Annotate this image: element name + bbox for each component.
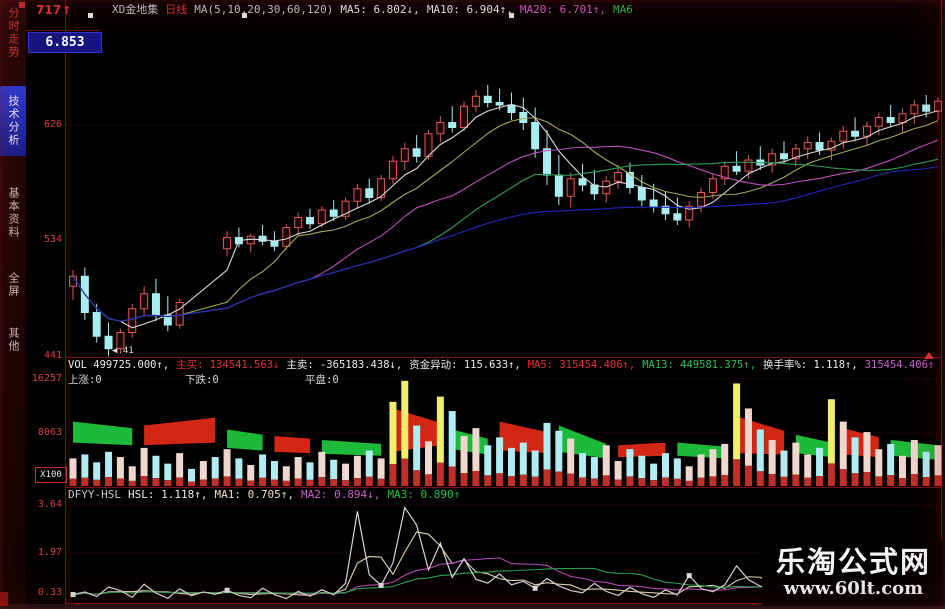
marker-square: [509, 13, 514, 18]
header-segment: 换手率%: 1.118↑,: [762, 359, 858, 371]
sidebar-item-4[interactable]: 其他: [7, 327, 20, 353]
up-arrow-icon: ↑: [62, 4, 72, 17]
header-segment: 315454: [941, 359, 942, 371]
header-segment: MA13: 449581.375↑,: [642, 359, 756, 371]
unchanged-count: 平盘:0: [305, 374, 339, 386]
axis-label: 16257: [31, 373, 62, 385]
header-segment: 主卖: -365183.438↓,: [286, 359, 403, 371]
sidebar-tab-rail: 分时走势技术分析基本资料全屏其他: [0, 0, 26, 609]
watermark: 乐淘公式网 www.60lt.com: [762, 540, 945, 606]
bottom-scroll-strip[interactable]: [0, 604, 945, 609]
watermark-title: 乐淘公式网: [775, 545, 931, 580]
lowest-price-marker: ◀ 41: [112, 346, 134, 356]
axis-label: 534: [43, 234, 62, 245]
header-segment: MA3: 0.890↑: [387, 488, 461, 501]
price-axis-max-label: 717↑: [36, 3, 72, 17]
header-segment: MA5: 315454.406↑,: [527, 359, 636, 371]
main-chart-header: XD金地集 日线 MA(5,10,20,30,60,120) MA5: 6.802↓,…: [112, 1, 942, 17]
alert-triangle-icon: [924, 352, 934, 359]
advancers-count: 上涨:0: [68, 374, 102, 386]
header-segment: MA5: 6.802↓,: [340, 3, 420, 16]
header-segment: MA(5,10,20,30,60,120): [194, 3, 334, 16]
watermark-url: www.60lt.com: [783, 577, 924, 599]
marker-square: [242, 13, 247, 18]
sidebar-item-3[interactable]: 全屏: [7, 272, 20, 298]
divider-line: [0, 30, 100, 31]
marker-square: [88, 13, 93, 18]
header-segment: MA20: 6.701↑,: [519, 3, 606, 16]
axis-label: 626: [43, 119, 62, 130]
header-segment: DFYY-HSL: [68, 488, 121, 501]
header-segment: 315454.406↑: [864, 359, 935, 371]
axis-label: 3.64: [37, 499, 62, 510]
header-segment: 主买: 134541.563↓: [176, 359, 280, 371]
volume-unit-badge: X100: [35, 467, 67, 483]
header-segment: HSL: 1.118↑,: [127, 488, 208, 501]
dfyy-indicator-header: DFYY-HSL HSL: 1.118↑, MA1: 0.705↑, MA2: 0.8…: [68, 488, 942, 501]
sidebar-item-2[interactable]: 基本资料: [7, 187, 20, 239]
sidebar-item-0[interactable]: 分时走势: [7, 7, 20, 59]
volume-header: VOL 499725.000↑, 主买: 134541.563↓ 主卖: -3651…: [68, 357, 942, 372]
axis-label: 0.33: [37, 587, 62, 598]
header-segment: 日线: [165, 3, 188, 16]
sidebar-item-1[interactable]: 技术分析: [0, 86, 26, 156]
header-segment: MA10: 6.904↑,: [426, 3, 513, 16]
decliners-count: 下跌:0: [185, 374, 219, 386]
axis-label: 8063: [37, 426, 62, 438]
axis-label: 441: [43, 350, 62, 362]
axis-label: 1.97: [37, 546, 62, 558]
sidebar-red-dot-icon: [19, 2, 25, 8]
header-segment: VOL 499725.000↑,: [68, 359, 170, 371]
header-segment: MA6: [613, 3, 633, 16]
header-segment: MA1: 0.705↑,: [214, 488, 294, 501]
last-price-badge: 6.853: [28, 32, 102, 53]
sidebar-bottom-mark: [0, 592, 8, 606]
header-segment: 资金异动: 115.633↑,: [409, 359, 521, 371]
header-segment: XD金地集: [112, 3, 159, 16]
header-segment: MA2: 0.894↓,: [300, 488, 381, 501]
